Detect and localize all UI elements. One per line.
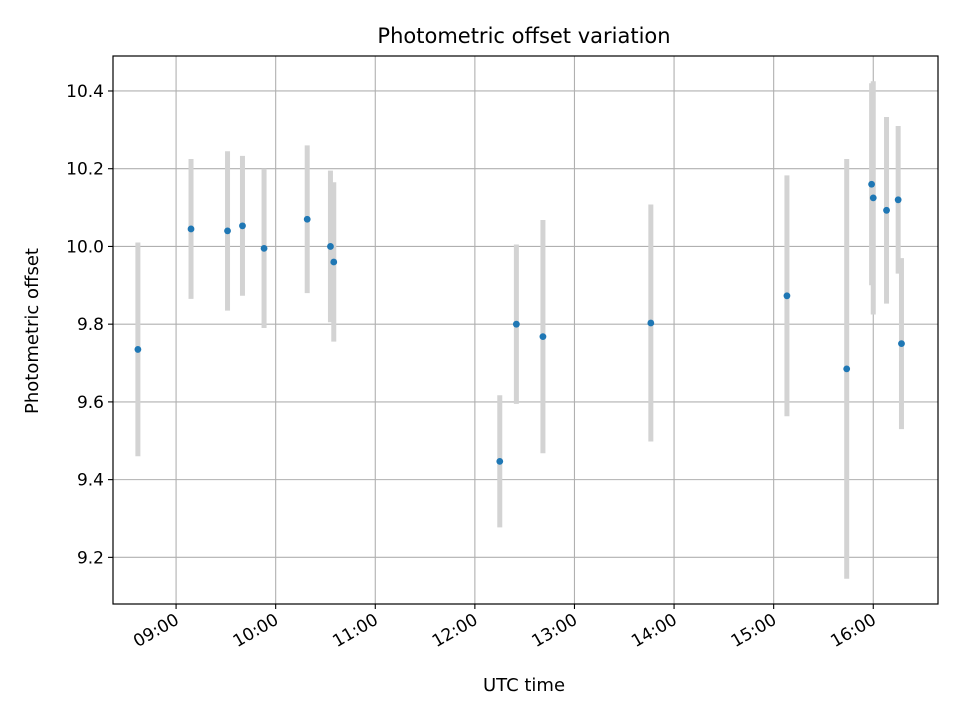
data-point xyxy=(330,258,338,266)
y-tick-label: 9.6 xyxy=(77,393,104,413)
data-point xyxy=(869,194,877,202)
data-point xyxy=(327,243,334,250)
chart-title: Photometric offset variation xyxy=(377,24,670,48)
x-axis-label: UTC time xyxy=(483,675,565,696)
data-point xyxy=(883,206,890,214)
y-tick-label: 10.2 xyxy=(66,160,104,180)
y-tick-label: 9.2 xyxy=(77,548,104,568)
data-point xyxy=(187,225,195,233)
data-points xyxy=(134,180,905,465)
data-point xyxy=(894,196,902,204)
grid xyxy=(113,56,938,604)
data-point xyxy=(783,292,791,300)
data-point xyxy=(224,227,231,235)
data-point xyxy=(260,244,268,252)
data-point xyxy=(843,365,851,373)
y-axis-label: Photometric offset xyxy=(22,248,43,414)
data-point xyxy=(539,333,547,341)
y-axis: 9.2 9.4 9.6 9.8 10.0 10.2 10.4 xyxy=(66,82,113,568)
data-point xyxy=(512,320,520,328)
data-point xyxy=(496,457,504,465)
data-point xyxy=(898,340,905,348)
data-point xyxy=(134,346,142,353)
data-point xyxy=(647,319,655,327)
y-tick-label: 9.8 xyxy=(77,315,104,335)
plot-area-frame xyxy=(112,55,939,605)
y-tick-label: 9.4 xyxy=(77,471,104,491)
y-tick-label: 10.0 xyxy=(66,237,104,257)
y-tick-label: 10.4 xyxy=(66,82,104,102)
data-point xyxy=(303,215,311,223)
data-point xyxy=(868,180,876,188)
data-point xyxy=(239,222,246,230)
